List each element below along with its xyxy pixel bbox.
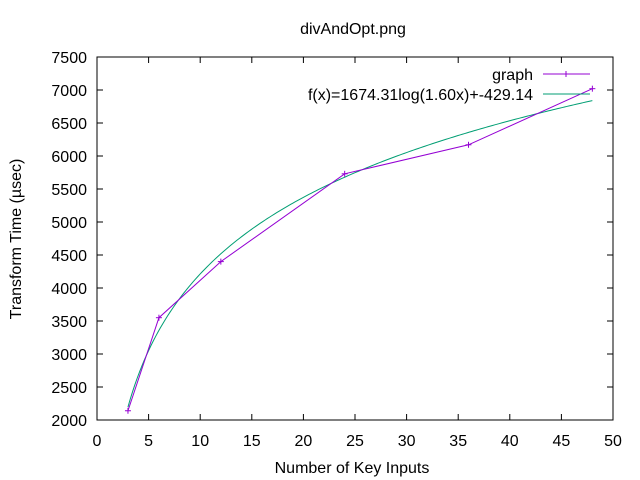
data-point xyxy=(124,407,131,414)
y-axis-label: Transform Time (µsec) xyxy=(8,159,25,320)
y-tick-label: 5500 xyxy=(51,182,87,199)
legend-label-fit: f(x)=1674.31log(1.60x)+-429.14 xyxy=(308,87,533,104)
y-tick-label: 4500 xyxy=(51,248,87,265)
y-axis: 2000 2500 3000 3500 4000 4500 5000 5500 6000 6500… xyxy=(51,50,613,430)
x-tick-label: 15 xyxy=(243,433,261,450)
x-axis-label: Number of Key Inputs xyxy=(275,460,430,477)
y-tick-label: 6000 xyxy=(51,149,87,166)
data-point xyxy=(589,85,596,92)
series-line-graph xyxy=(127,88,593,411)
x-tick-label: 30 xyxy=(398,433,416,450)
x-axis: 0 5 10 15 20 25 30 35 40 45 50 xyxy=(93,57,622,450)
x-tick-label: 5 xyxy=(144,433,153,450)
x-tick-label: 45 xyxy=(553,433,571,450)
x-tick-label: 0 xyxy=(93,433,102,450)
legend-label-graph: graph xyxy=(492,67,533,84)
y-tick-label: 7500 xyxy=(51,50,87,67)
legend-marker-graph xyxy=(563,71,569,77)
data-point xyxy=(217,258,224,265)
x-tick-label: 40 xyxy=(501,433,519,450)
y-tick-label: 7000 xyxy=(51,83,87,100)
data-point xyxy=(155,314,162,321)
data-point xyxy=(341,170,348,177)
x-tick-label: 35 xyxy=(449,433,467,450)
x-tick-label: 25 xyxy=(346,433,364,450)
y-tick-label: 3500 xyxy=(51,314,87,331)
legend: graph f(x)=1674.31log(1.60x)+-429.14 xyxy=(308,67,590,104)
plot-frame xyxy=(96,56,614,421)
x-tick-label: 50 xyxy=(604,433,622,450)
chart-title: divAndOpt.png xyxy=(300,21,406,38)
data-point xyxy=(465,141,472,148)
y-tick-label: 4000 xyxy=(51,281,87,298)
x-tick-label: 20 xyxy=(295,433,313,450)
y-tick-label: 5000 xyxy=(51,215,87,232)
y-tick-label: 2500 xyxy=(51,380,87,397)
y-tick-label: 3000 xyxy=(51,347,87,364)
y-tick-label: 6500 xyxy=(51,116,87,133)
plot-area xyxy=(124,85,596,414)
x-tick-label: 10 xyxy=(191,433,209,450)
fit-curve xyxy=(127,100,593,408)
y-tick-label: 2000 xyxy=(51,413,87,430)
